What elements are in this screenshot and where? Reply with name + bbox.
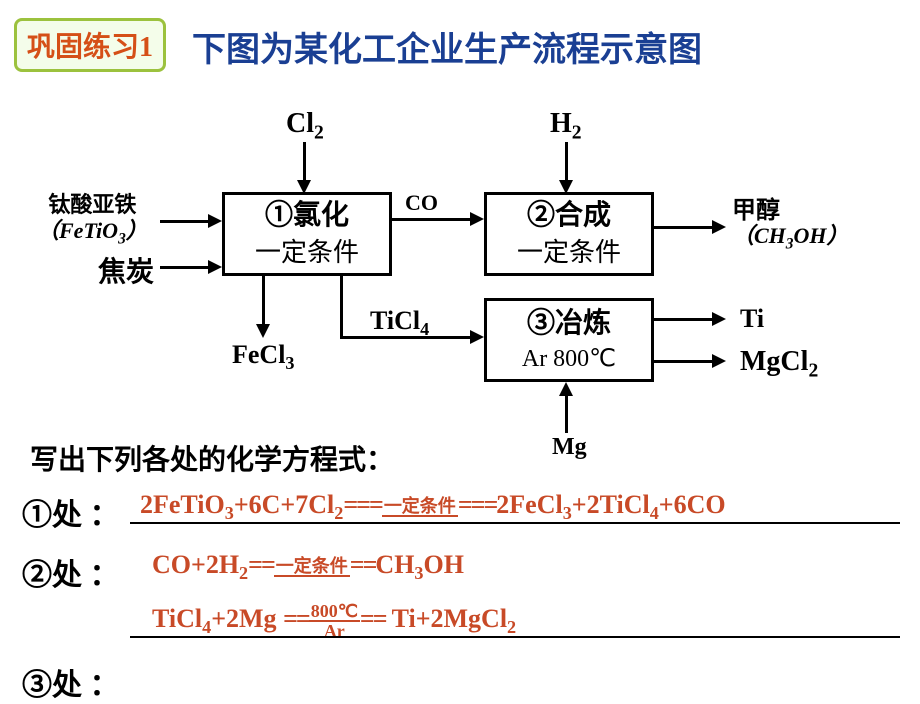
arrowhead-methanol bbox=[712, 220, 726, 234]
arrowhead-mgcl2 bbox=[712, 354, 726, 368]
answer2-equation: CO+2H2==一定条件==CH3OH bbox=[152, 550, 464, 584]
box-smelting: ③冶炼 Ar 800℃ bbox=[484, 298, 654, 382]
arrow-coke bbox=[160, 266, 210, 269]
arrow-mgcl2 bbox=[654, 360, 714, 363]
arrowhead-mg bbox=[559, 382, 573, 396]
exercise-badge: 巩固练习1 bbox=[14, 18, 166, 72]
answer3-underline bbox=[130, 636, 900, 638]
arrow-mg bbox=[565, 395, 568, 433]
arrowhead-fecl3 bbox=[256, 324, 270, 338]
answer2-label: ②处 ： bbox=[22, 550, 120, 594]
output-mgcl2: MgCl2 bbox=[740, 346, 818, 383]
output-methanol: 甲醇 （CH3OH） bbox=[732, 198, 849, 254]
input-fetio3: 钛酸亚铁 （FeTiO3） bbox=[37, 192, 148, 249]
label-co: CO bbox=[405, 190, 438, 216]
label-ticl4: TiCl4 bbox=[370, 306, 429, 340]
arrow-ti bbox=[654, 318, 714, 321]
input-mg: Mg bbox=[552, 434, 587, 461]
output-ti: Ti bbox=[740, 304, 764, 334]
prompt-text: 写出下列各处的化学方程式： bbox=[30, 438, 394, 478]
answer1-underline bbox=[130, 522, 900, 524]
arrowhead-ticl4 bbox=[470, 330, 484, 344]
answer3-equation: TiCl4+2Mg ==800℃Ar== Ti+2MgCl2 bbox=[152, 602, 516, 640]
arrow-methanol bbox=[654, 226, 714, 229]
arrow-fetio3 bbox=[160, 220, 210, 223]
arrow-h2 bbox=[565, 142, 568, 182]
arrow-co bbox=[392, 218, 472, 221]
box-chlorination: ①氯化 一定条件 bbox=[222, 192, 392, 276]
arrowhead-co bbox=[470, 212, 484, 226]
arrow-ticl4-v bbox=[340, 276, 343, 338]
output-fecl3: FeCl3 bbox=[232, 340, 295, 374]
arrow-fecl3 bbox=[262, 276, 265, 326]
answer1-label: ①处 ： bbox=[22, 490, 120, 534]
main-title: 下图为某化工企业生产流程示意图 bbox=[192, 22, 702, 71]
answer1-equation: 2FeTiO3+6C+7Cl2===一定条件===2FeCl3+2TiCl4+6… bbox=[140, 490, 726, 524]
arrowhead-ti bbox=[712, 312, 726, 326]
answer3-label: ③处 ： bbox=[22, 660, 120, 704]
arrowhead-fetio3 bbox=[208, 214, 222, 228]
box-synthesis: ②合成 一定条件 bbox=[484, 192, 654, 276]
input-h2: H2 bbox=[550, 108, 582, 145]
arrow-cl2 bbox=[303, 142, 306, 182]
input-coke: 焦炭 bbox=[98, 250, 154, 290]
arrowhead-coke bbox=[208, 260, 222, 274]
input-cl2: Cl2 bbox=[286, 108, 324, 145]
